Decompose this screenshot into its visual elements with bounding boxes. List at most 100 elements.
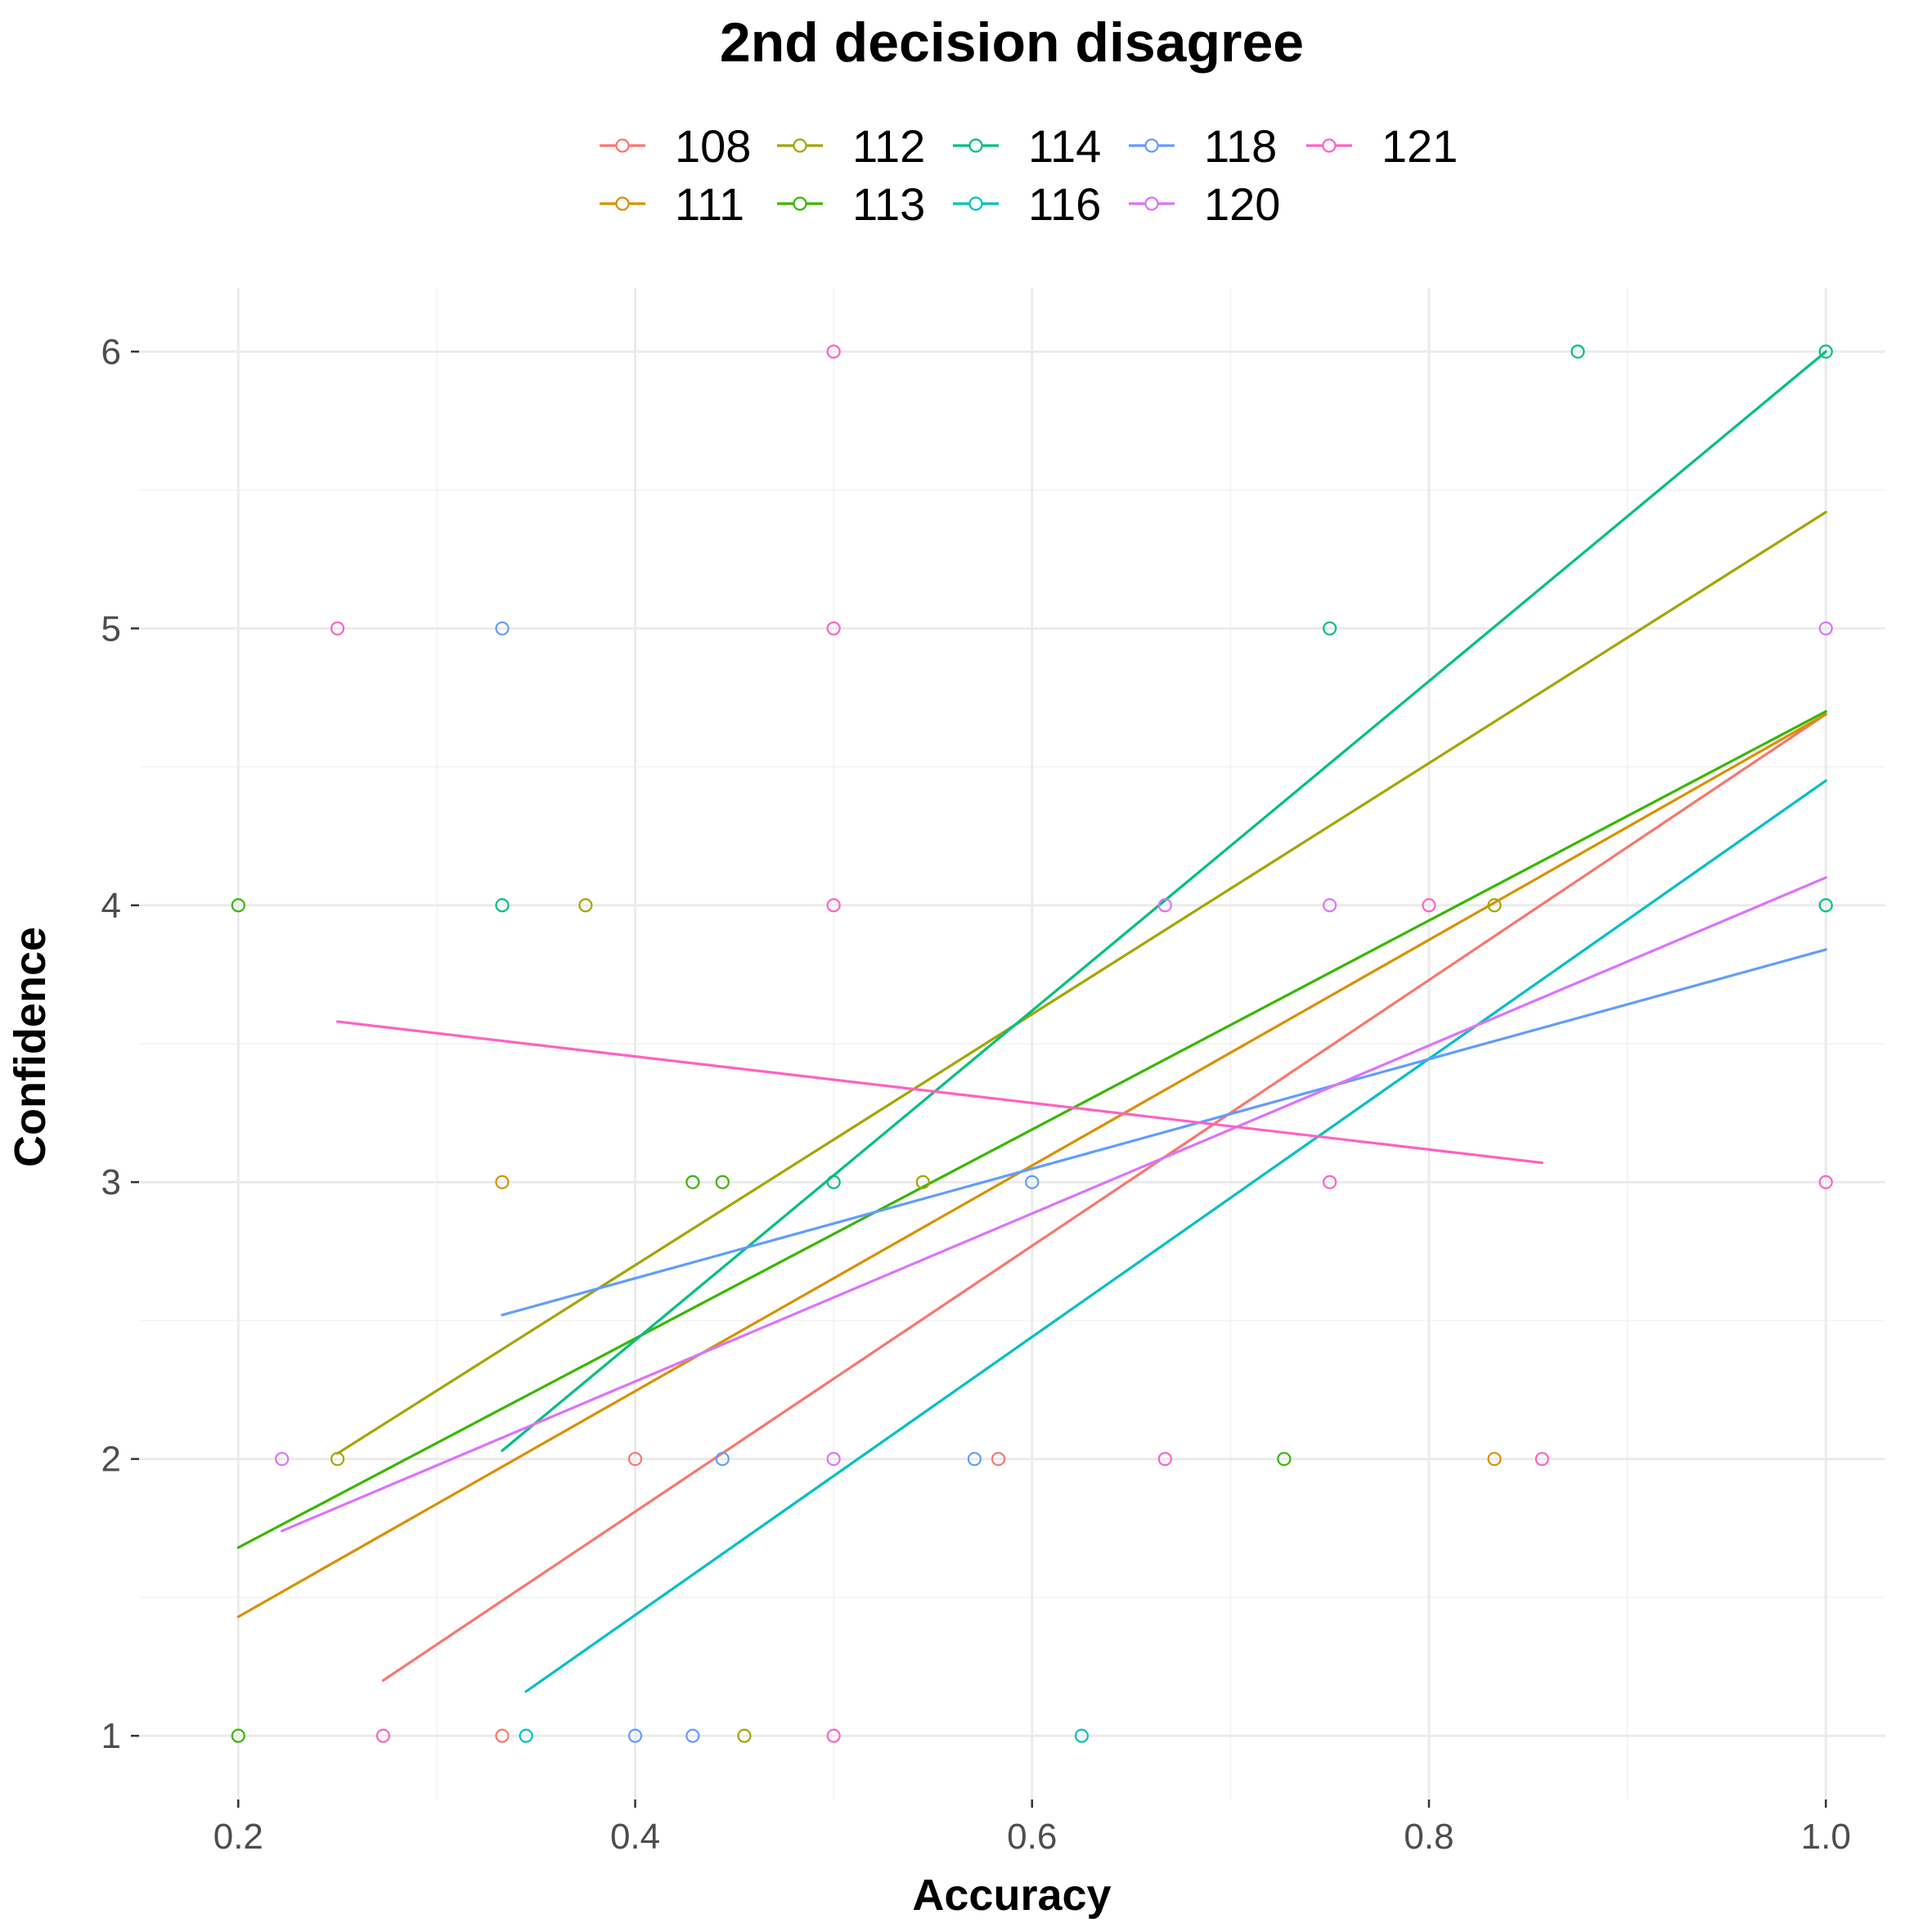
x-axis-title: Accuracy: [912, 1871, 1111, 1920]
legend-item-111: 111: [600, 178, 744, 230]
point-120: [1818, 621, 1833, 636]
legend-item-113: 113: [777, 178, 925, 230]
point-112: [330, 1452, 345, 1467]
legend-label: 113: [852, 178, 925, 230]
point-121: [375, 1728, 391, 1743]
legend-key-point: [1322, 138, 1337, 153]
fit-line-108: [381, 712, 1827, 1683]
point-118: [685, 1728, 700, 1743]
fit-line-120: [281, 876, 1827, 1533]
fit-line-116: [524, 779, 1827, 1693]
grid: [139, 288, 1885, 1799]
fit-line-121: [336, 1020, 1543, 1165]
legend-label: 121: [1382, 120, 1458, 172]
y-axis-title: Confidence: [6, 927, 55, 1167]
point-113: [1277, 1452, 1292, 1467]
point-113: [231, 898, 245, 913]
point-114: [1818, 898, 1833, 913]
legend-label: 112: [852, 120, 925, 172]
legend-key-point: [1144, 138, 1159, 153]
point-120: [1157, 898, 1172, 913]
legend-label: 116: [1028, 178, 1101, 230]
y-tick-label: 3: [101, 1162, 121, 1202]
point-113: [715, 1175, 730, 1189]
point-121: [1818, 1175, 1833, 1189]
legend-item-121: 121: [1306, 120, 1458, 172]
x-tick-label: 0.4: [610, 1817, 660, 1857]
y-tick-label: 2: [101, 1440, 121, 1480]
legend-key-point: [968, 196, 983, 211]
point-121: [1422, 898, 1436, 913]
fit-line-112: [336, 510, 1827, 1455]
fit-line-113: [236, 710, 1827, 1549]
point-121: [1323, 1175, 1337, 1189]
x-tick-label: 0.6: [1007, 1817, 1057, 1857]
legend-item-114: 114: [953, 120, 1101, 172]
legend-key-point: [615, 196, 630, 211]
legend-item-108: 108: [600, 120, 751, 172]
point-108: [991, 1452, 1006, 1467]
legend-item-120: 120: [1129, 178, 1280, 230]
point-112: [578, 898, 593, 913]
point-121: [826, 1728, 841, 1743]
point-120: [826, 1452, 841, 1467]
point-116: [519, 1728, 533, 1743]
point-114: [1818, 344, 1833, 359]
y-tick-label: 5: [101, 609, 121, 649]
legend: 108 111 112 113 114 116 118 120 121: [600, 120, 1458, 230]
axis-ticks: 0.2 0.4 0.6 0.8 1.0 1 2 3 4 5 6: [101, 332, 1851, 1857]
point-118: [1025, 1175, 1040, 1189]
point-121: [1534, 1452, 1549, 1467]
legend-key-point: [1144, 196, 1159, 211]
point-113: [685, 1175, 700, 1189]
point-111: [1487, 1452, 1502, 1467]
point-121: [330, 621, 345, 636]
point-118: [495, 621, 510, 636]
point-118: [627, 1728, 643, 1743]
point-120: [1323, 898, 1337, 913]
point-120: [275, 1452, 290, 1467]
point-113: [231, 1728, 245, 1743]
legend-label: 118: [1204, 120, 1277, 172]
point-108: [495, 1728, 510, 1743]
point-118: [967, 1452, 982, 1467]
point-114: [495, 898, 510, 913]
legend-key-point: [615, 138, 630, 153]
point-114: [1570, 344, 1585, 359]
legend-label: 114: [1028, 120, 1101, 172]
x-tick-label: 0.2: [213, 1817, 263, 1857]
x-tick-label: 1.0: [1801, 1817, 1851, 1857]
point-121: [826, 344, 841, 359]
point-114: [1323, 621, 1337, 636]
point-114: [826, 1175, 841, 1189]
point-121: [826, 621, 841, 636]
point-112: [915, 1175, 930, 1189]
point-112: [737, 1728, 752, 1743]
legend-item-112: 112: [777, 120, 925, 172]
point-111: [495, 1175, 510, 1189]
y-tick-label: 6: [101, 332, 121, 372]
data-points: [231, 344, 1833, 1743]
point-112: [1487, 898, 1502, 913]
point-121: [1157, 1452, 1172, 1467]
legend-key-point: [793, 138, 807, 153]
legend-label: 108: [675, 120, 751, 172]
legend-item-118: 118: [1129, 120, 1277, 172]
fit-line-111: [236, 712, 1827, 1619]
point-118: [715, 1452, 730, 1467]
legend-key-point: [968, 138, 983, 153]
fit-line-114: [501, 350, 1827, 1453]
point-121: [826, 898, 841, 913]
point-116: [1074, 1728, 1090, 1743]
legend-key-point: [793, 196, 807, 211]
legend-item-116: 116: [953, 178, 1101, 230]
chart-title: 2nd decision disagree: [720, 11, 1304, 74]
fit-lines: [236, 350, 1827, 1693]
legend-label: 111: [675, 178, 744, 230]
fit-line-118: [501, 948, 1827, 1317]
y-tick-label: 1: [101, 1716, 121, 1756]
legend-label: 120: [1204, 178, 1280, 230]
point-108: [627, 1452, 643, 1467]
x-tick-label: 0.8: [1404, 1817, 1453, 1857]
